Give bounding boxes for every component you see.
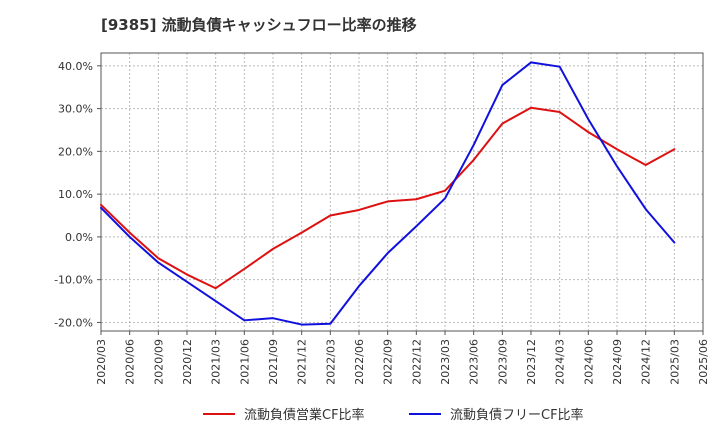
x-tick-label: 2020/12: [181, 339, 194, 385]
x-tick-label: 2021/06: [238, 339, 251, 385]
y-tick-labels: -20.0% -10.0% 0.0% 10.0% 20.0% 30.0% 40.0%: [54, 60, 101, 329]
x-tick-label: 2022/12: [410, 339, 423, 385]
series-line: [100, 106, 676, 290]
x-tick-label: 2021/03: [210, 339, 223, 385]
x-tick-label: 2024/12: [640, 339, 653, 385]
x-tick-label: 2023/06: [468, 339, 481, 385]
y-tick-label: 0.0%: [65, 231, 93, 244]
x-tick-label: 2025/06: [697, 339, 710, 385]
chart-title: [9385] 流動負債キャッシュフロー比率の推移: [101, 16, 417, 34]
axes: [100, 52, 704, 332]
x-tick-label: 2021/12: [296, 339, 309, 385]
legend-label: 流動負債営業CF比率: [244, 407, 365, 423]
x-tick-label: 2024/09: [611, 339, 624, 385]
x-tick-label: 2023/09: [496, 339, 509, 385]
gridlines: [100, 53, 704, 331]
x-tick-label: 2022/09: [382, 339, 395, 385]
y-tick-label: -20.0%: [54, 316, 93, 329]
plot-border: [100, 52, 704, 332]
x-tick-label: 2024/06: [582, 339, 595, 385]
x-tick-label: 2023/03: [439, 339, 452, 385]
y-tick-label: 20.0%: [58, 145, 93, 158]
plot-area: [101, 53, 703, 331]
x-tick-labels: 2020/03 2020/06 2020/09 2020/12 2021/03 2021/…: [95, 331, 710, 385]
legend-label: 流動負債フリーCF比率: [450, 407, 584, 423]
legend: 流動負債営業CF比率 流動負債フリーCF比率: [203, 407, 584, 423]
y-tick-label: 10.0%: [58, 188, 93, 201]
x-tick-label: 2022/06: [353, 339, 366, 385]
x-tick-label: 2025/03: [668, 339, 681, 385]
y-tick-label: 30.0%: [58, 103, 93, 116]
x-tick-label: 2020/03: [95, 339, 108, 385]
series-line: [100, 61, 676, 326]
x-tick-label: 2022/03: [324, 339, 337, 385]
x-tick-label: 2023/12: [525, 339, 538, 385]
x-tick-label: 2020/09: [152, 339, 165, 385]
y-tick-label: -10.0%: [54, 274, 93, 287]
y-tick-label: 40.0%: [58, 60, 93, 73]
x-tick-label: 2021/09: [267, 339, 280, 385]
x-tick-label: 2020/06: [124, 339, 137, 385]
x-tick-label: 2024/03: [554, 339, 567, 385]
series-lines: [100, 61, 676, 326]
